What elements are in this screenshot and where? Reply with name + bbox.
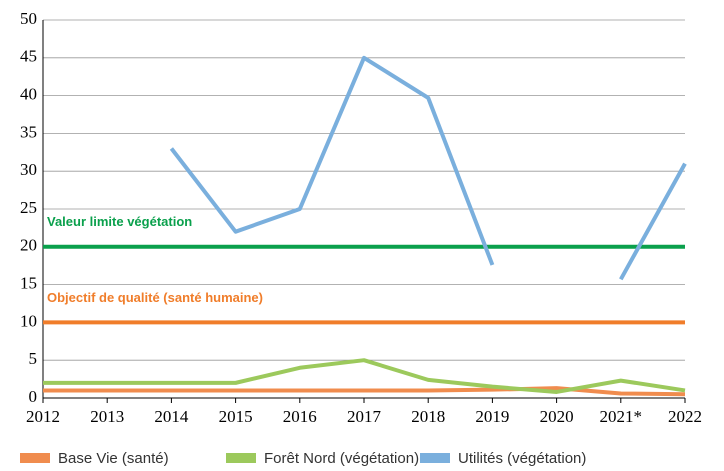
- series-line: [169, 55, 687, 281]
- x-tick-label: 2020: [540, 407, 574, 426]
- reference-label: Objectif de qualité (santé humaine): [47, 290, 263, 305]
- x-tick-label: 2016: [283, 407, 317, 426]
- x-tick-label: 2014: [154, 407, 189, 426]
- legend-swatch: [420, 453, 450, 463]
- x-tick-label: 2022: [668, 407, 702, 426]
- y-tick-label: 15: [20, 274, 37, 293]
- y-tick-label: 10: [20, 311, 37, 330]
- legend-label: Forêt Nord (végétation): [264, 450, 419, 467]
- y-tick-label: 25: [20, 198, 37, 217]
- x-tick-label: 2018: [411, 407, 445, 426]
- legend-swatch: [226, 453, 256, 463]
- x-tick-label: 2013: [90, 407, 124, 426]
- y-tick-label: 0: [29, 387, 38, 406]
- x-tick-label: 2017: [347, 407, 382, 426]
- y-tick-label: 30: [20, 160, 37, 179]
- x-tick-label: 2012: [26, 407, 60, 426]
- legend-label: Utilités (végétation): [458, 450, 586, 467]
- y-tick-label: 45: [20, 47, 37, 66]
- reference-label: Valeur limite végétation: [47, 214, 192, 229]
- x-tick-label: 2021*: [600, 407, 643, 426]
- legend-label: Base Vie (santé): [58, 450, 169, 467]
- series-line: [43, 358, 686, 394]
- y-tick-label: 5: [29, 349, 38, 368]
- y-tick-label: 40: [20, 85, 37, 104]
- y-tick-label: 35: [20, 122, 37, 141]
- legend-swatch: [20, 453, 50, 463]
- y-tick-label: 20: [20, 236, 37, 255]
- series-line: [43, 386, 686, 397]
- x-tick-label: 2019: [475, 407, 509, 426]
- y-tick-label: 50: [20, 9, 37, 28]
- x-tick-label: 2015: [219, 407, 253, 426]
